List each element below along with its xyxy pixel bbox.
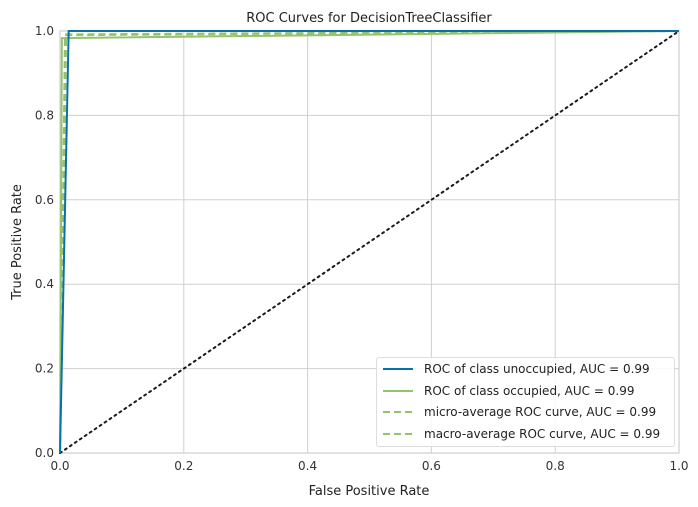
- y-axis-label: True Positive Rate: [10, 184, 25, 301]
- legend-swatch: [383, 389, 413, 392]
- x-tick-label: 0.8: [546, 459, 565, 473]
- legend-item: micro-average ROC curve, AUC = 0.99: [383, 402, 674, 423]
- legend-item: ROC of class unoccupied, AUC = 0.99: [383, 359, 674, 380]
- legend-item: ROC of class occupied, AUC = 0.99: [383, 381, 674, 402]
- y-tick-label: 0.0: [35, 446, 54, 460]
- legend-label: ROC of class unoccupied, AUC = 0.99: [424, 362, 650, 377]
- x-tick-label: 0.0: [50, 459, 69, 473]
- x-axis-label: False Positive Rate: [309, 484, 430, 499]
- legend-swatch: [383, 411, 413, 414]
- legend: ROC of class unoccupied, AUC = 0.99 ROC o…: [376, 357, 675, 447]
- x-tick-label: 0.6: [422, 459, 441, 473]
- x-tick-label: 0.2: [174, 459, 193, 473]
- x-tick-label: 0.4: [298, 459, 317, 473]
- legend-label: micro-average ROC curve, AUC = 0.99: [424, 405, 657, 420]
- chart-title: ROC Curves for DecisionTreeClassifier: [246, 11, 492, 26]
- legend-swatch: [383, 368, 413, 371]
- y-tick-label: 0.2: [35, 362, 54, 376]
- series-line-1: [59, 30, 680, 454]
- legend-label: macro-average ROC curve, AUC = 0.99: [424, 426, 661, 441]
- diagonal-line: [59, 30, 680, 454]
- legend-swatch: [383, 432, 413, 435]
- x-tick-label: 1.0: [669, 459, 688, 473]
- y-tick-label: 0.6: [35, 193, 54, 207]
- series-line-0: [59, 30, 679, 454]
- legend-item: macro-average ROC curve, AUC = 0.99: [383, 424, 674, 445]
- y-tick-label: 0.8: [35, 108, 54, 122]
- legend-label: ROC of class occupied, AUC = 0.99: [424, 383, 635, 398]
- y-tick-label: 1.0: [35, 24, 54, 38]
- y-tick-label: 0.4: [35, 277, 54, 291]
